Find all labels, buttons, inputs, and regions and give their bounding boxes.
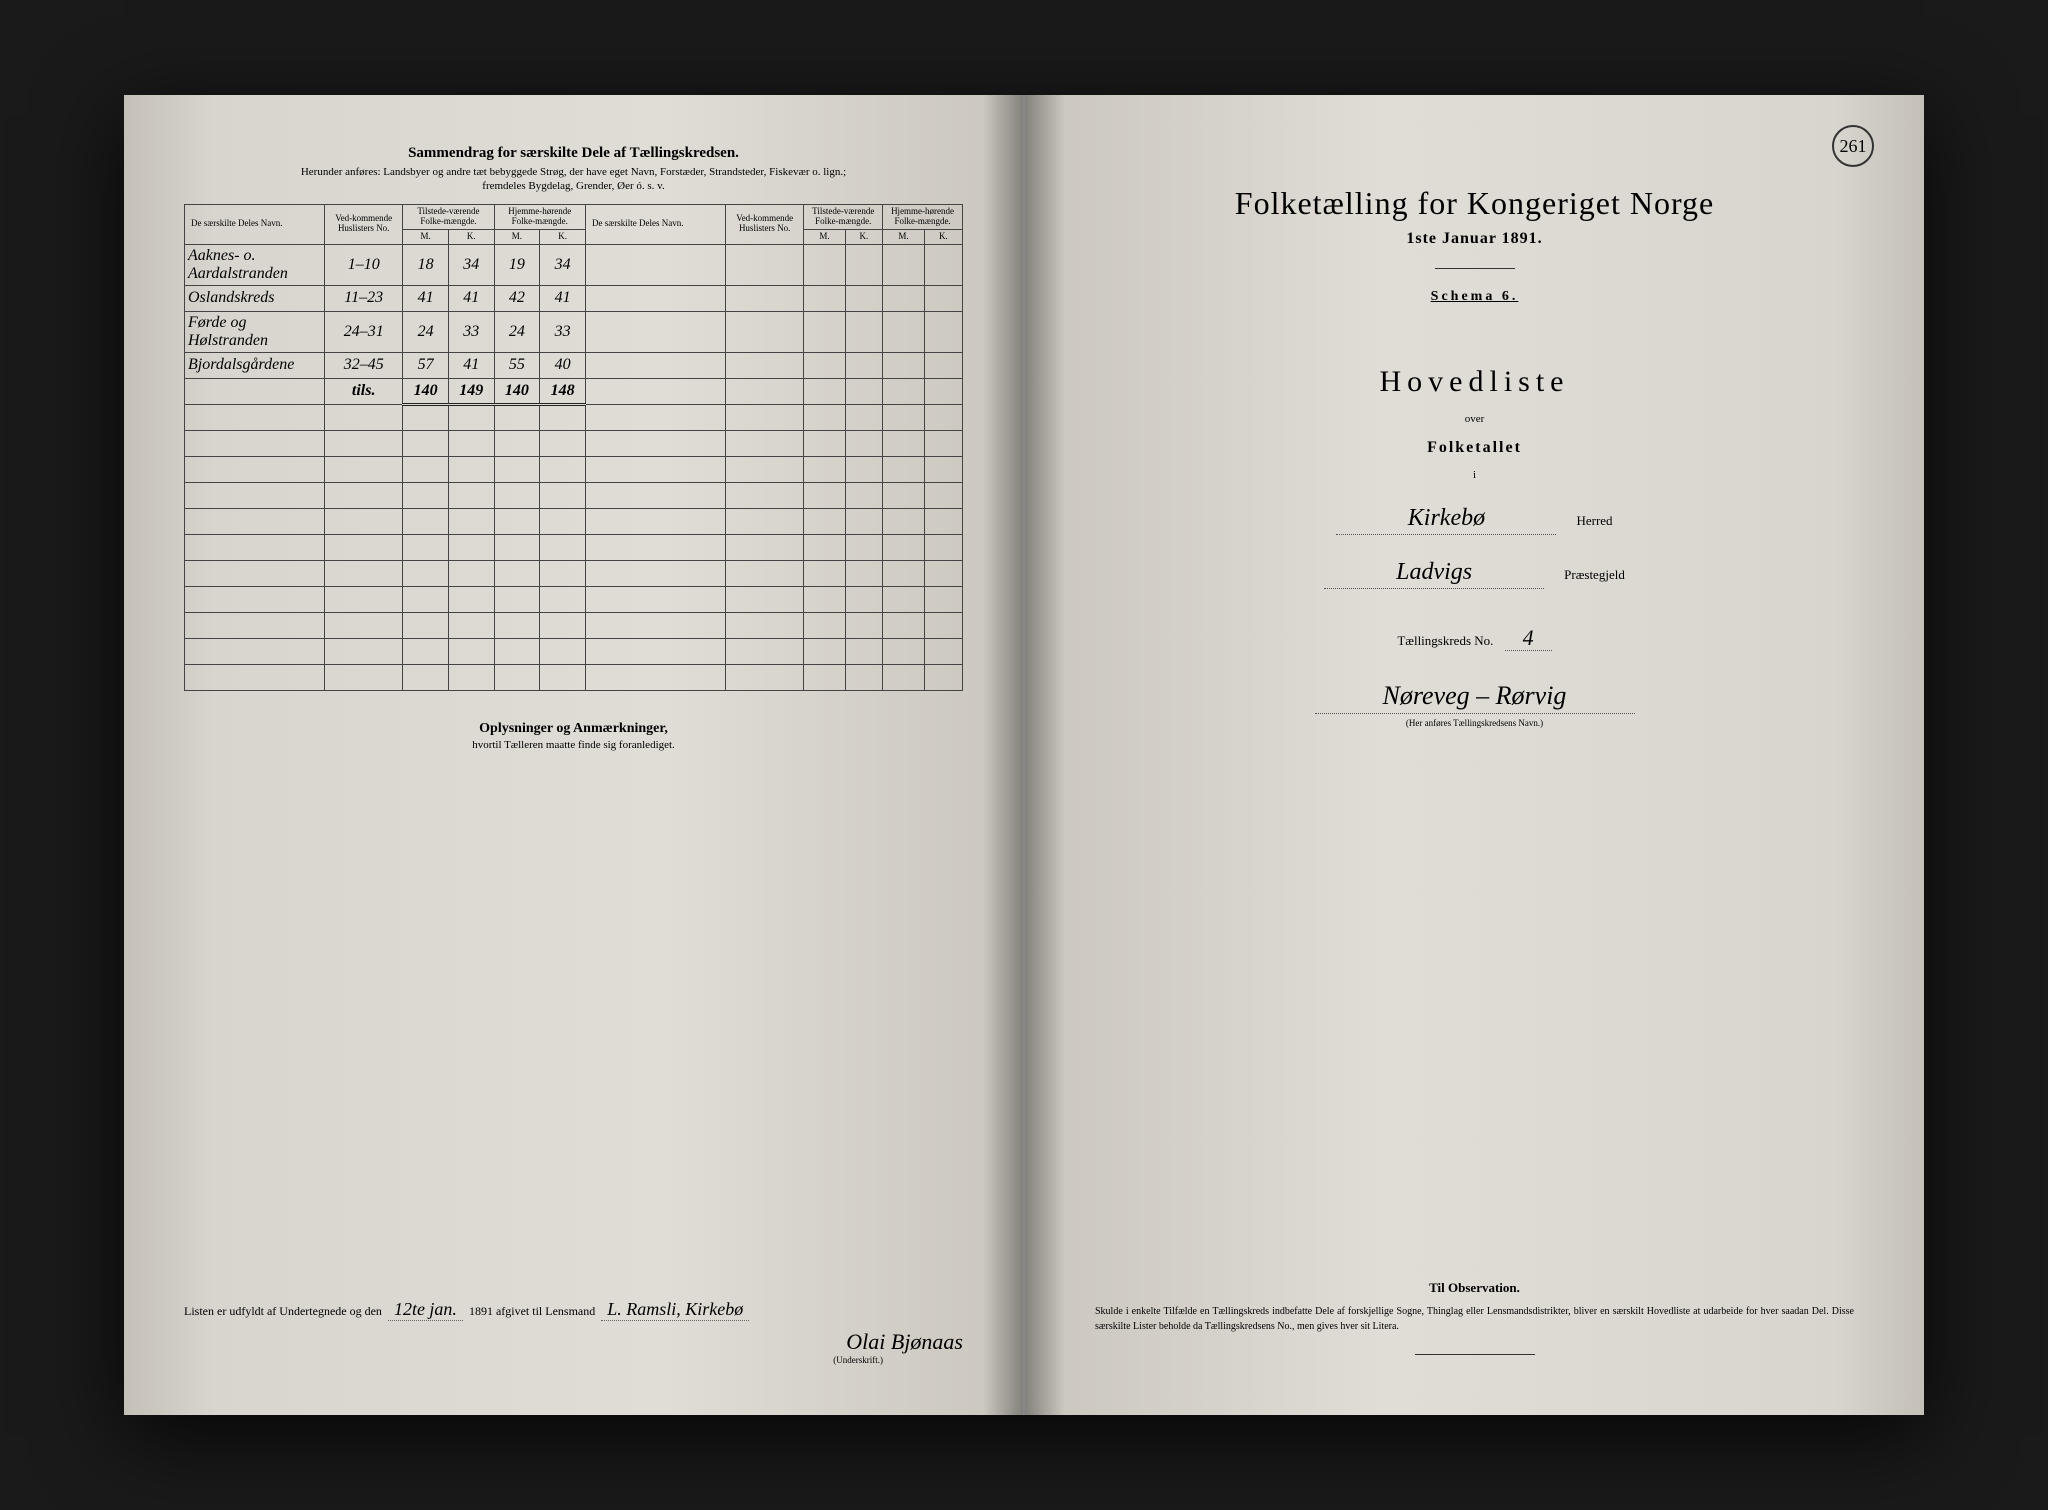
observation-section: Til Observation. Skulde i enkelte Tilfæl… <box>1095 1280 1854 1355</box>
cell-tm: 41 <box>403 285 449 311</box>
cell-hm: 42 <box>494 285 540 311</box>
th-tilstede-2: Tilstede-værende Folke-mængde. <box>804 205 883 230</box>
total-tk: 149 <box>448 378 494 404</box>
herred-line: Kirkebø Herred <box>1085 505 1864 535</box>
binding-shadow <box>1025 95 1065 1415</box>
notes-section: Oplysninger og Anmærkninger, hvortil Tæl… <box>184 721 963 751</box>
th-huslister-2: Ved-kommende Huslisters No. <box>726 205 804 245</box>
cell-hk: 33 <box>540 311 586 352</box>
cell-husl: 24–31 <box>325 311 403 352</box>
kreds-caption: (Her anføres Tællingskredsens Navn.) <box>1085 718 1864 728</box>
sig-prefix: Listen er udfyldt af Undertegnede og den <box>184 1304 382 1319</box>
over-label: over <box>1085 413 1864 425</box>
sig-label: (Underskrift.) <box>184 1355 883 1365</box>
th-k: K. <box>845 229 883 244</box>
cell-tk: 41 <box>448 285 494 311</box>
left-title: Sammendrag for særskilte Dele af Tælling… <box>184 145 963 162</box>
th-tilstede: Tilstede-værende Folke-mængde. <box>403 205 494 230</box>
praestegjeld-value: Ladvigs <box>1324 559 1544 589</box>
kreds-label: Tællingskreds No. <box>1397 633 1493 648</box>
kreds-number-line: Tællingskreds No. 4 <box>1085 625 1864 651</box>
cell-hk: 40 <box>540 352 586 378</box>
cell-tm: 18 <box>403 244 449 285</box>
observation-text: Skulde i enkelte Tilfælde en Tællingskre… <box>1095 1304 1854 1334</box>
praestegjeld-label: Præstegjeld <box>1564 567 1625 583</box>
totals-row: tils. 140 149 140 148 <box>185 378 963 404</box>
table-row: Aaknes- o. Aardalstranden 1–10 18 34 19 … <box>185 244 963 285</box>
cell-husl: 11–23 <box>325 285 403 311</box>
th-name: De særskilte Deles Navn. <box>185 205 325 245</box>
left-subtitle-2: fremdeles Bygdelag, Grender, Øer ó. s. v… <box>184 180 963 192</box>
th-m: M. <box>403 229 449 244</box>
th-k: K. <box>924 229 962 244</box>
total-hk: 148 <box>540 378 586 404</box>
herred-value: Kirkebø <box>1336 505 1556 535</box>
cell-husl: 32–45 <box>325 352 403 378</box>
page-number: 261 <box>1832 125 1874 167</box>
table-row: Førde og Hølstranden 24–31 24 33 24 33 <box>185 311 963 352</box>
binding-shadow <box>983 95 1023 1415</box>
kreds-name-line: Nøreveg – Rørvig <box>1085 681 1864 714</box>
th-k: K. <box>540 229 586 244</box>
cell-name: Aaknes- o. Aardalstranden <box>185 244 325 285</box>
th-huslister: Ved-kommende Huslisters No. <box>325 205 403 245</box>
observation-title: Til Observation. <box>1095 1280 1854 1296</box>
th-k: K. <box>448 229 494 244</box>
th-hjemme-2: Hjemme-hørende Folke-mængde. <box>883 205 963 230</box>
cell-name: Oslandskreds <box>185 285 325 311</box>
total-hm: 140 <box>494 378 540 404</box>
totals-label: tils. <box>325 378 403 404</box>
th-m: M. <box>494 229 540 244</box>
census-date: 1ste Januar 1891. <box>1085 230 1864 248</box>
th-m: M. <box>804 229 845 244</box>
sig-date: 12te jan. <box>388 1299 463 1321</box>
th-m: M. <box>883 229 925 244</box>
cell-hm: 55 <box>494 352 540 378</box>
cell-tm: 24 <box>403 311 449 352</box>
summary-table: De særskilte Deles Navn. Ved-kommende Hu… <box>184 204 963 691</box>
kreds-name: Nøreveg – Rørvig <box>1315 681 1635 714</box>
table-row: Oslandskreds 11–23 41 41 42 41 <box>185 285 963 311</box>
cell-tk: 34 <box>448 244 494 285</box>
notes-title: Oplysninger og Anmærkninger, <box>184 721 963 737</box>
book-spread: Sammendrag for særskilte Dele af Tælling… <box>124 95 1924 1415</box>
divider <box>1415 1354 1535 1355</box>
cell-tk: 41 <box>448 352 494 378</box>
th-name-2: De særskilte Deles Navn. <box>586 205 726 245</box>
cell-name: Bjordalsgårdene <box>185 352 325 378</box>
table-row: Bjordalsgårdene 32–45 57 41 55 40 <box>185 352 963 378</box>
sig-mid: 1891 afgivet til Lensmand <box>469 1304 595 1319</box>
table-body: Aaknes- o. Aardalstranden 1–10 18 34 19 … <box>185 244 963 690</box>
census-title: Folketælling for Kongeriget Norge <box>1085 185 1864 222</box>
cell-name: Førde og Hølstranden <box>185 311 325 352</box>
cell-hk: 34 <box>540 244 586 285</box>
cell-husl: 1–10 <box>325 244 403 285</box>
folketallet-label: Folketallet <box>1085 439 1864 457</box>
cell-hm: 19 <box>494 244 540 285</box>
total-tm: 140 <box>403 378 449 404</box>
cell-hm: 24 <box>494 311 540 352</box>
hovedliste-heading: Hovedliste <box>1085 365 1864 399</box>
praestegjeld-line: Ladvigs Præstegjeld <box>1085 559 1864 589</box>
notes-subtitle: hvortil Tælleren maatte finde sig foranl… <box>184 739 963 751</box>
schema-label: Schema 6. <box>1085 289 1864 305</box>
cell-hk: 41 <box>540 285 586 311</box>
left-subtitle-1: Herunder anføres: Landsbyer og andre tæt… <box>184 166 963 178</box>
kreds-number: 4 <box>1505 625 1552 651</box>
i-label: i <box>1085 469 1864 481</box>
herred-label: Herred <box>1576 513 1612 529</box>
right-page: 261 Folketælling for Kongeriget Norge 1s… <box>1025 95 1924 1415</box>
divider <box>1435 268 1515 269</box>
cell-tk: 33 <box>448 311 494 352</box>
signature-section: Listen er udfyldt af Undertegnede og den… <box>184 1299 963 1365</box>
sig-lensmand: L. Ramsli, Kirkebø <box>601 1299 749 1321</box>
sig-name: Olai Bjønaas <box>184 1329 963 1355</box>
th-hjemme: Hjemme-hørende Folke-mængde. <box>494 205 586 230</box>
cell-tm: 57 <box>403 352 449 378</box>
left-page: Sammendrag for særskilte Dele af Tælling… <box>124 95 1025 1415</box>
